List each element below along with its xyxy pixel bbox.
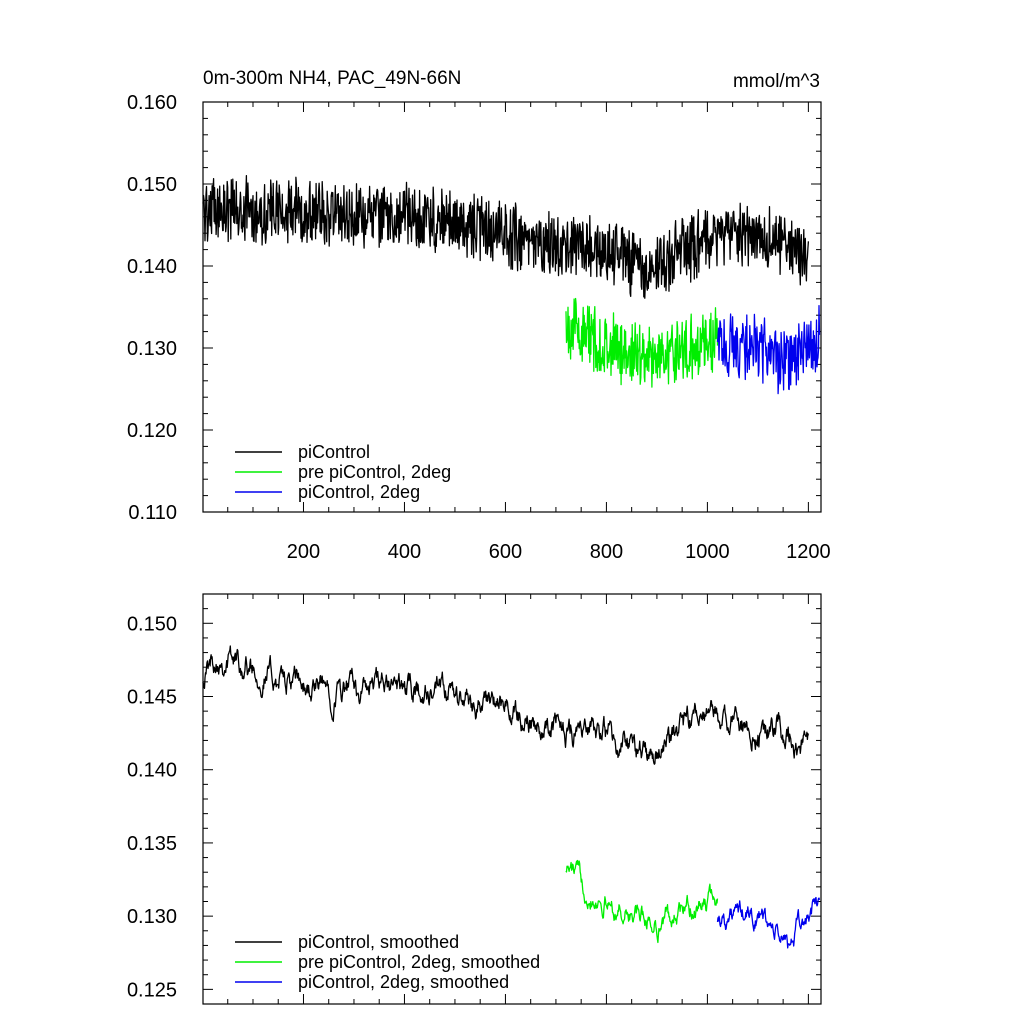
- series-line-pre-picontrol-2deg-smoothed: [565, 859, 719, 944]
- series-line-picontrol-2deg-smoothed: [716, 896, 821, 949]
- y-tick-label: 0.150: [127, 613, 177, 635]
- y-tick-label: 0.135: [127, 833, 177, 855]
- y-tick-label: 0.110: [128, 502, 177, 524]
- legend-label-picontrol-smoothed: piControl, smoothed: [298, 932, 459, 952]
- x-tick-label: 400: [388, 541, 421, 563]
- y-tick-label: 0.145: [127, 687, 177, 709]
- legend-label-picontrol: piControl: [298, 442, 370, 462]
- y-tick-label: 0.130: [127, 906, 177, 928]
- y-tick-label: 0.160: [127, 92, 177, 114]
- legend-label-picontrol-2deg: piControl, 2deg: [298, 482, 420, 502]
- legend-label-picontrol-2deg-smoothed: piControl, 2deg, smoothed: [298, 972, 509, 992]
- units-label: mmol/m^3: [733, 71, 820, 92]
- y-tick-label: 0.140: [127, 760, 177, 782]
- x-tick-label: 600: [489, 541, 522, 563]
- x-tick-label: 800: [590, 541, 623, 563]
- y-tick-label: 0.125: [127, 979, 177, 1001]
- y-tick-label: 0.120: [127, 420, 177, 442]
- x-tick-label: 1000: [685, 541, 730, 563]
- top-panel: 200 400 600 800 1000 1200 0.110 0.120 0.130 0.140…: [127, 92, 831, 563]
- legend-label-pre-picontrol-2deg-smoothed: pre piControl, 2deg, smoothed: [298, 952, 540, 972]
- x-tick-label: 1200: [786, 541, 831, 563]
- legend-label-pre-picontrol-2deg: pre piControl, 2deg: [298, 462, 451, 482]
- series-line-picontrol: [202, 174, 810, 299]
- y-tick-label: 0.150: [127, 174, 177, 196]
- y-tick-label: 0.130: [127, 338, 177, 360]
- series-line-picontrol-smoothed: [202, 645, 810, 765]
- x-tick-label: 200: [287, 541, 320, 563]
- series-line-picontrol-2deg: [716, 304, 821, 395]
- bottom-panel: 0.125 0.130 0.135 0.140 0.145 0.150 piControl,…: [127, 593, 822, 1005]
- plot-frame: [202, 101, 822, 513]
- y-tick-label: 0.140: [127, 256, 177, 278]
- series-line-pre-picontrol-2deg: [565, 297, 719, 388]
- plot-frame: [202, 593, 822, 1005]
- chart-title: 0m-300m NH4, PAC_49N-66N: [203, 68, 461, 89]
